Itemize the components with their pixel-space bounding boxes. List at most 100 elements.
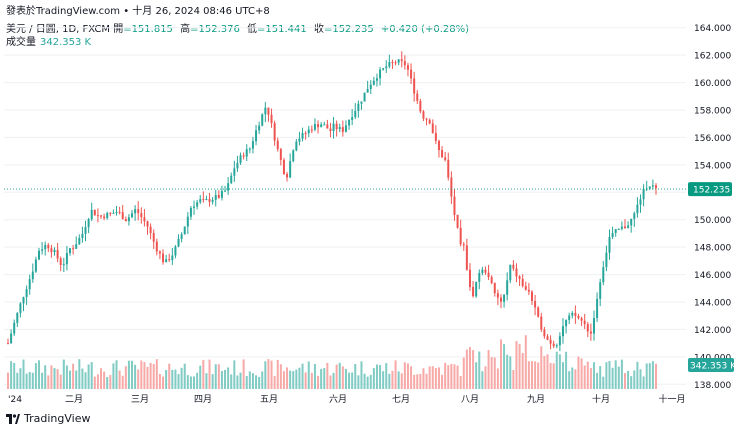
candle-body — [96, 215, 99, 217]
volume-bar — [7, 372, 9, 389]
volume-bar — [100, 368, 103, 389]
candle-body — [326, 124, 329, 129]
volume-bar — [490, 357, 493, 389]
candle-body — [196, 202, 199, 207]
volume-bar — [555, 351, 558, 389]
volume-bar — [422, 368, 425, 389]
volume-bar — [230, 374, 233, 389]
candle-body — [456, 214, 459, 228]
y-tick-label: 146.000 — [694, 271, 731, 281]
candle-body — [171, 255, 174, 261]
y-tick-label: 150.000 — [694, 216, 731, 226]
volume-bar — [410, 366, 413, 389]
volume-bar — [38, 360, 41, 389]
volume-bar — [205, 373, 208, 389]
candle-body — [230, 175, 233, 184]
volume-bar — [648, 363, 651, 389]
candle-body — [320, 124, 323, 128]
volume-bar — [22, 359, 25, 389]
candle-body — [323, 124, 326, 126]
candle-body — [106, 212, 109, 219]
candle-body — [472, 286, 475, 297]
volume-bar — [360, 361, 363, 389]
candle-body — [487, 272, 490, 278]
candle-body — [450, 177, 453, 197]
candle-body — [289, 161, 292, 178]
candle-body — [394, 62, 397, 64]
candle-body — [462, 244, 465, 246]
volume-bar — [276, 359, 279, 389]
candle-body — [335, 123, 338, 130]
candle-body — [372, 80, 375, 85]
volume-bar — [155, 359, 158, 389]
candle-body — [354, 110, 357, 118]
candle-body — [503, 294, 506, 302]
x-tick-label: 九月 — [527, 394, 545, 405]
candle-body — [410, 69, 413, 79]
footer-brand[interactable]: TradingView — [6, 412, 90, 425]
candle-body — [258, 125, 261, 131]
candle-body — [7, 343, 9, 345]
candle-body — [447, 159, 450, 178]
volume-bar — [127, 360, 130, 389]
volume-bar — [78, 359, 81, 389]
candle-body — [41, 249, 44, 251]
volume-bar — [289, 370, 292, 389]
volume-bar — [375, 364, 378, 389]
volume-bar — [96, 374, 99, 389]
candle-body — [577, 315, 580, 319]
volume-bar — [586, 361, 589, 389]
candle-body — [369, 84, 372, 90]
y-tick-label: 142.000 — [694, 326, 731, 336]
candle-body — [537, 307, 540, 317]
y-tick-label: 162.000 — [694, 52, 731, 62]
volume-bar — [295, 369, 298, 389]
volume-bar — [596, 372, 599, 389]
candle-body — [220, 190, 223, 198]
candle-body — [596, 298, 599, 319]
candle-body — [617, 228, 620, 230]
candle-body — [211, 199, 214, 202]
candle-body — [518, 276, 521, 279]
volume-bar — [65, 365, 68, 389]
candle-body — [639, 199, 642, 205]
last-volume-label: 342.353 K — [690, 362, 737, 372]
candle-body — [465, 245, 468, 270]
volume-bar — [512, 369, 515, 389]
volume-bar — [118, 370, 121, 389]
candle-body — [602, 267, 605, 283]
candle-body — [72, 248, 75, 250]
symbol-label: 美元 / 日圓, 1D, FXCM — [6, 24, 110, 35]
candle-body — [338, 127, 341, 130]
volume-bar — [642, 376, 645, 389]
x-tick-label: 七月 — [392, 394, 410, 405]
volume-bar — [224, 369, 227, 389]
volume-bar — [462, 357, 465, 389]
last-price-label: 152.235 — [693, 186, 730, 196]
candle-body — [627, 225, 630, 229]
candle-body — [264, 107, 267, 115]
open-label: 開 — [113, 24, 124, 35]
volume-bar — [493, 357, 496, 389]
volume-bar — [561, 362, 564, 389]
candle-body — [310, 129, 313, 131]
volume-bar — [617, 366, 620, 389]
volume-bar — [484, 366, 487, 389]
volume-bar — [103, 371, 106, 389]
candle-body — [344, 125, 347, 132]
candle-body — [623, 226, 626, 229]
volume-bar — [174, 369, 177, 389]
candle-body — [22, 297, 25, 304]
volume-bar — [146, 367, 149, 389]
candle-body — [189, 207, 192, 217]
candle-body — [205, 198, 208, 200]
volume-bar — [171, 369, 174, 389]
candle-body — [434, 132, 437, 141]
candle-body — [65, 253, 68, 265]
volume-bar — [214, 364, 217, 389]
candle-body — [630, 218, 633, 226]
candle-body — [236, 162, 239, 169]
volume-bar — [425, 373, 428, 389]
volume-bar — [81, 368, 84, 389]
